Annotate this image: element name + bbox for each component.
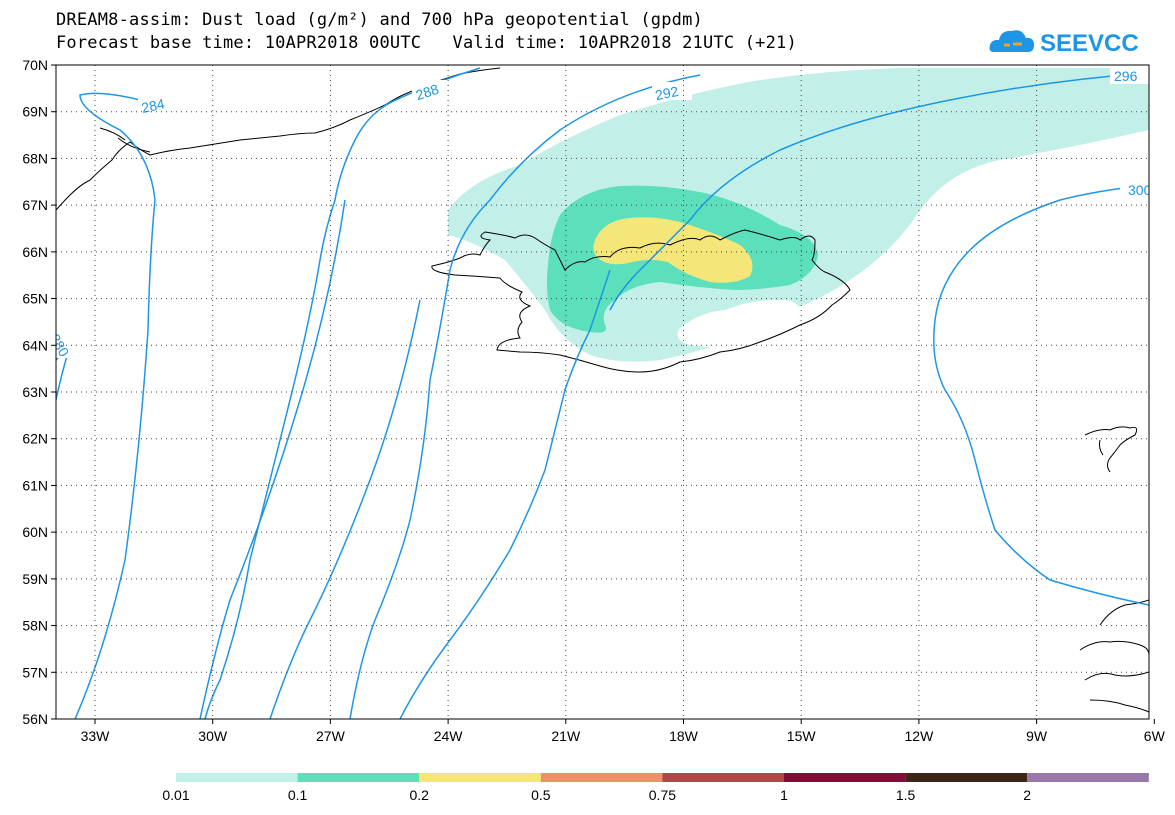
lat-label-70N: 70N [22,57,48,73]
colorbar-label-2: 2 [1023,787,1031,803]
contour-300 [933,184,1149,606]
colorbar-swatch-3 [540,773,663,782]
contour-label-300: 300 [1128,182,1152,198]
lon-label-30W: 30W [198,728,228,744]
colorbar-label-0.75: 0.75 [649,787,676,803]
contour-label-296: 296 [1114,68,1138,84]
contour-label-288: 288 [414,81,441,104]
colorbar-swatch-6 [905,773,1028,782]
map-subtitle: Forecast base time: 10APR2018 00UTC Vali… [56,33,797,53]
colorbar-label-0.2: 0.2 [409,787,429,803]
lat-label-65N: 65N [22,291,48,307]
colorbar-swatch-7 [1027,773,1149,782]
dust-load-colorbar: 0.01 0.1 0.2 0.5 0.75 1 1.5 2 [162,773,1149,803]
lat-label-59N: 59N [22,571,48,587]
colorbar-swatch-5 [784,773,906,782]
colorbar-label-1.5: 1.5 [896,787,916,803]
lon-label-18W: 18W [669,728,699,744]
lat-label-68N: 68N [22,150,48,166]
lat-label-66N: 66N [22,244,48,260]
lon-label-27W: 27W [316,728,346,744]
lon-label-6W: 6W [1144,728,1166,744]
lat-label-58N: 58N [22,618,48,634]
lat-label-64N: 64N [22,337,48,353]
lat-label-62N: 62N [22,431,48,447]
lon-label-21W: 21W [551,728,581,744]
lon-label-24W: 24W [434,728,464,744]
colorbar-label-0.1: 0.1 [288,787,308,803]
logo-text: SEEVCCC [1040,30,1138,57]
latitude-axis: 70N 69N 68N 67N 66N 65N 64N 63N 62N 61N 60N 59N 58N 5… [22,57,56,727]
contour-288 [204,67,481,719]
dust-area-0-2 [593,217,753,283]
colorbar-swatch-2 [419,773,541,782]
contour-label-284: 284 [140,95,166,116]
graticule [56,65,1149,719]
contour-284-b [199,199,346,719]
lat-label-60N: 60N [22,524,48,540]
colorbar-label-1: 1 [780,787,788,803]
lat-label-63N: 63N [22,384,48,400]
contour-label-292: 292 [654,83,680,104]
colorbar-label-0.5: 0.5 [531,787,551,803]
lon-label-9W: 9W [1026,728,1048,744]
contour-288-b [269,299,421,719]
contour-284 [74,92,156,719]
lat-label-57N: 57N [22,664,48,680]
cloud-icon [989,30,1034,52]
iceland-coastline [431,229,851,373]
contour-296 [609,72,1149,311]
lat-label-56N: 56N [22,711,48,727]
seevccc-logo: SEEVCCC [989,30,1138,57]
lon-label-33W: 33W [81,728,111,744]
colorbar-label-0.01: 0.01 [162,787,189,803]
longitude-axis: 33W 30W 27W 24W 21W 18W 15W 12W 9W 6W [81,719,1166,744]
colorbar-swatch-4 [662,773,784,782]
contour-292-b [399,269,611,719]
lon-label-15W: 15W [787,728,817,744]
scotland-coastline [1079,599,1149,713]
colorbar-swatch-1 [297,773,420,782]
lon-label-12W: 12W [905,728,935,744]
lat-label-69N: 69N [22,104,48,120]
lat-label-61N: 61N [22,477,48,493]
lat-label-67N: 67N [22,197,48,213]
map-title: DREAM8-assim: Dust load (g/m²) and 700 h… [56,10,703,30]
greenland-coastline [56,67,501,211]
contour-292 [349,74,701,719]
colorbar-swatch-0 [176,773,298,782]
faroe-islands [1084,426,1138,473]
